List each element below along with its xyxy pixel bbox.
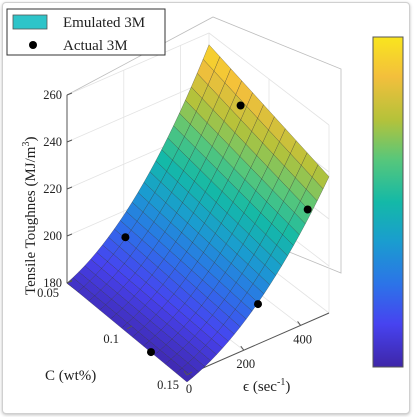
x-tick (66, 279, 73, 284)
x-tick (126, 325, 133, 330)
emulated-surface (66, 44, 330, 383)
x-axis-label: C (wt%) (45, 368, 96, 384)
legend-label-actual: Actual 3M (63, 38, 128, 54)
z-axis-label: Tensile Toughnes (MJ/m3) (21, 137, 39, 295)
z-tick (66, 92, 73, 96)
eps-tick-label: 0 (186, 382, 192, 396)
z-tick-label: 260 (43, 88, 62, 102)
legend-marker-actual (29, 41, 37, 49)
x-tick-label: 0.15 (157, 378, 179, 392)
actual-point (121, 233, 130, 242)
y-axis-line (186, 312, 330, 376)
eps-tick-label: 200 (236, 357, 255, 371)
actual-points (121, 101, 312, 357)
legend-patch-emulated (12, 14, 48, 30)
z-tick (66, 139, 73, 143)
x-tick-label: 0.1 (103, 332, 119, 346)
eps-tick (240, 345, 245, 351)
legend-label-emulated: Emulated 3M (63, 15, 145, 31)
z-tick (66, 186, 73, 190)
actual-point (254, 300, 262, 309)
legend: Emulated 3M Actual 3M (6, 8, 166, 56)
eps-tick-label: 400 (293, 332, 312, 346)
z-tick-label: 180 (43, 276, 62, 290)
actual-point (236, 101, 245, 110)
axis-ticks: 180 200 220 240 260 0.05 0.1 0.15 0 200 400 (37, 88, 312, 396)
eps-tick (183, 370, 188, 376)
z-tick-label: 240 (43, 135, 62, 149)
surface-patch (175, 367, 194, 383)
x-tick (186, 371, 193, 376)
actual-point (147, 348, 155, 357)
z-tick-label: 220 (43, 182, 62, 196)
z-tick (66, 233, 73, 237)
y-axis-label: ϵ (sec-1) (243, 377, 290, 395)
x-tick-label: 0.05 (37, 286, 59, 300)
z-tick-label: 200 (43, 229, 62, 243)
surface-chart: 180 200 220 240 260 0.05 0.1 0.15 0 200 400 Tensil… (6, 8, 404, 396)
figure-frame: 180 200 220 240 260 0.05 0.1 0.15 0 200 400 Tensil… (2, 2, 410, 414)
eps-tick (297, 321, 302, 326)
colorbar (372, 36, 404, 368)
actual-point (303, 205, 312, 214)
